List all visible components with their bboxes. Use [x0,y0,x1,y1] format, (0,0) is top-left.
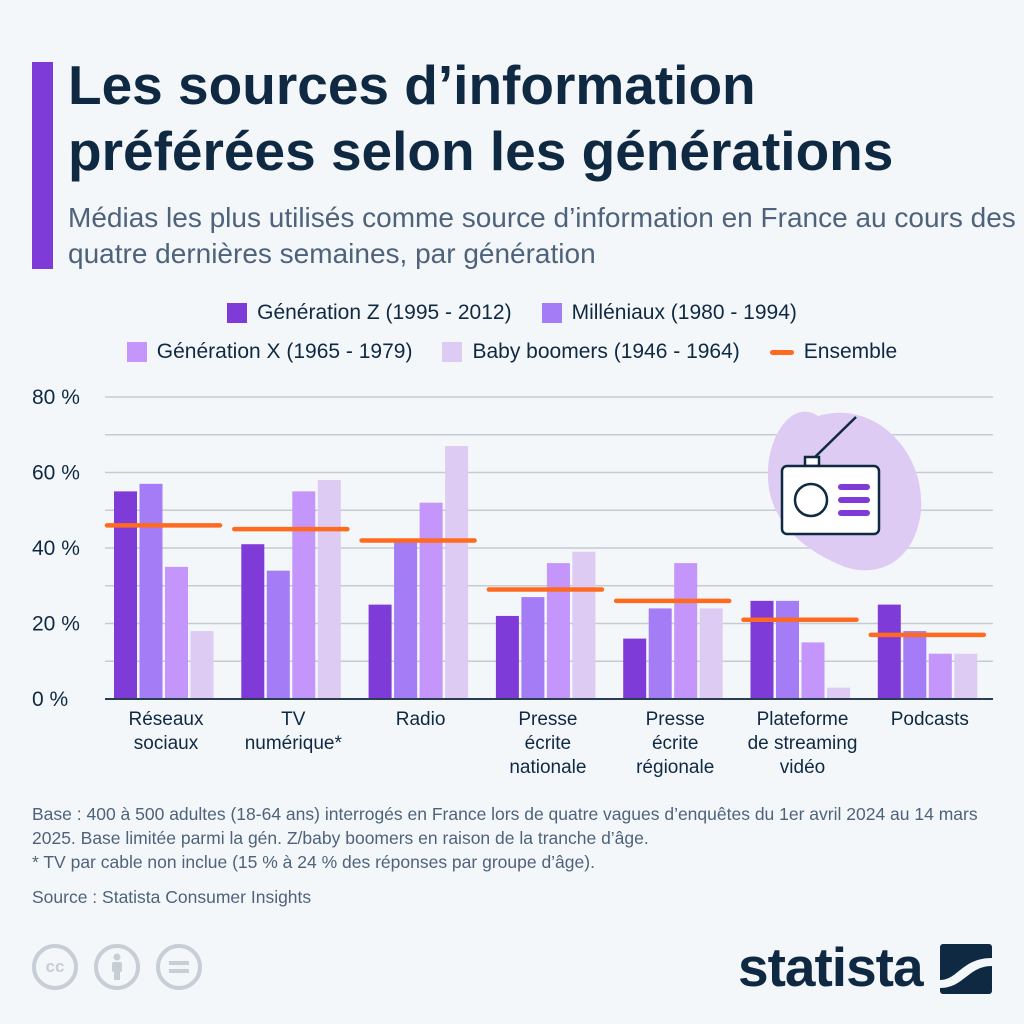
radio-icon [767,411,922,571]
bar-chart: 0 % 20 % 40 % 60 % 80 % Réseaux sociaux TV numér… [32,386,993,778]
statista-logo-mark [940,944,992,994]
y-tick-label: 20 % [32,613,80,636]
legend-label: Ensemble [803,340,898,363]
bar [165,566,188,699]
bar [928,653,952,699]
x-tick-label: Presse [646,709,705,730]
bar [368,604,392,699]
legend-row-2: Génération X (1965 - 1979) Baby boomers … [0,340,1024,364]
bar [292,491,316,699]
x-tick-label: de streaming [748,733,858,754]
cc-icon[interactable]: cc [32,944,78,990]
y-tick-label: 40 % [32,537,80,560]
legend-item-millenials: Milléniaux (1980 - 1994) [541,301,797,325]
bar [241,544,265,699]
legend-label: Baby boomers (1946 - 1964) [472,340,740,363]
legend-label: Milléniaux (1980 - 1994) [571,301,797,324]
x-tick-label: Podcasts [891,709,969,730]
bar [648,608,672,699]
x-tick-label: Réseaux [129,709,204,730]
bar [394,540,418,699]
legend-swatch [769,349,794,355]
x-tick-label: TV [281,709,306,730]
bar [546,563,570,699]
page-title: Les sources d’information préférées selo… [68,54,894,182]
x-tick-label: régionale [636,757,714,778]
legend-item-ensemble: Ensemble [769,340,898,364]
bar [419,502,443,699]
bar [114,491,137,699]
footer-notes: Base : 400 à 500 adultes (18-64 ans) int… [32,802,1007,874]
attribution-icon[interactable] [94,944,140,990]
bar [954,653,978,699]
legend-row-1: Génération Z (1995 - 2012) Milléniaux (1… [0,301,1024,325]
bar [776,600,799,699]
bar [699,608,723,699]
legend-label: Génération X (1965 - 1979) [156,340,413,363]
bar [521,597,545,699]
bar [623,638,647,699]
bar [317,480,341,699]
x-tick-label: écrite [525,733,571,754]
x-tick-label: Plateforme [757,709,849,730]
legend-swatch [227,303,248,323]
bar [903,631,927,699]
bar [572,551,596,699]
legend-swatch [126,342,147,362]
bar [827,687,850,699]
bar [495,615,519,699]
bar [877,604,901,699]
legend-item-gen-x: Génération X (1965 - 1979) [126,340,413,364]
base-note: Base : 400 à 500 adultes (18-64 ans) int… [32,804,978,848]
legend-label: Génération Z (1995 - 2012) [257,301,512,324]
legend-item-gen-z: Génération Z (1995 - 2012) [227,301,512,325]
legend-swatch [442,342,463,362]
x-tick-label: numérique* [245,733,343,754]
no-derivatives-icon[interactable] [156,944,202,990]
y-tick-label: 60 % [32,462,80,485]
page-subtitle: Médias les plus utilisés comme source d’… [68,202,1016,269]
x-tick-label: nationale [509,757,586,778]
bar [674,563,698,699]
tv-note: * TV par cable non inclue (15 % à 24 % d… [32,852,595,872]
bar [139,483,163,699]
bar [266,570,290,699]
bar [190,631,214,699]
legend-swatch [541,303,562,323]
x-tick-label: vidéo [780,757,825,778]
bar [801,642,825,699]
source: Source : Statista Consumer Insights [32,887,312,907]
x-tick-label: sociaux [134,733,199,754]
x-tick-label: Radio [396,709,446,730]
legend-item-boomers: Baby boomers (1946 - 1964) [442,340,740,364]
x-tick-label: Presse [518,709,577,730]
bar [750,600,774,699]
y-tick-label: 0 % [32,688,68,711]
bar [445,446,469,699]
title-accent-bar [32,62,53,269]
statista-logo: statista [738,936,924,998]
y-tick-label: 80 % [32,386,80,409]
x-tick-label: écrite [652,733,698,754]
